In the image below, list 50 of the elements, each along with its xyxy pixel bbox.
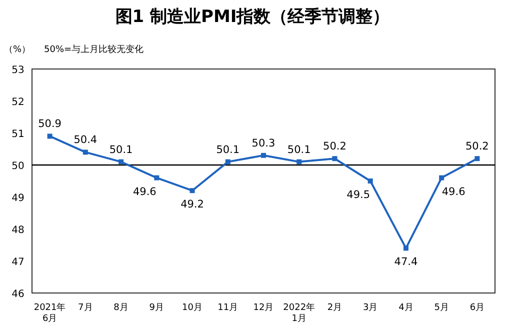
- x-tick-label: 3月: [362, 303, 378, 313]
- y-tick-label: 52: [12, 97, 24, 108]
- data-label: 50.1: [109, 144, 133, 156]
- data-label: 50.4: [74, 134, 98, 146]
- y-tick-label: 48: [12, 225, 24, 236]
- x-tick-label: 7月: [78, 303, 93, 313]
- point: [332, 156, 338, 162]
- x-tick-label: 12月: [253, 303, 274, 313]
- y-axis-title: （%）: [4, 45, 31, 55]
- data-label: 50.3: [252, 137, 276, 150]
- point: [154, 175, 160, 180]
- y-tick-label: 49: [12, 193, 24, 204]
- point: [261, 152, 266, 158]
- data-label: 47.4: [394, 256, 418, 268]
- y-tick-label: 46: [12, 289, 24, 300]
- y-tick-label: 53: [12, 65, 24, 76]
- x-tick-label: 11月: [218, 303, 238, 313]
- x-tick-label: 6月: [470, 303, 485, 313]
- data-label: 50.1: [287, 144, 311, 156]
- data-label: 49.5: [346, 189, 370, 201]
- text: 50%=与上月比较无变化: [44, 44, 144, 55]
- point: [118, 159, 124, 164]
- data-label: 49.2: [180, 198, 204, 211]
- chart-title: 图1 制造业PMI指数（经季节调整）: [115, 7, 390, 27]
- y-tick-label: 50: [12, 161, 24, 172]
- point: [225, 159, 230, 164]
- x-tick-label: 9月: [149, 303, 164, 313]
- y-tick-label: 51: [12, 129, 24, 140]
- data-label: 50.2: [465, 140, 489, 153]
- data-label: 50.2: [323, 140, 346, 153]
- x-tick-label: 4月: [398, 303, 414, 313]
- data-label: 49.6: [132, 186, 157, 198]
- point: [474, 156, 480, 162]
- y-tick-label: 47: [12, 257, 24, 268]
- point: [82, 150, 88, 155]
- point: [439, 175, 444, 180]
- point: [47, 134, 52, 139]
- point: [368, 178, 373, 184]
- x-tick-label: 2021年 6月: [34, 302, 66, 324]
- x-tick-label: 5月: [434, 303, 449, 313]
- data-label: 50.1: [216, 144, 240, 156]
- point: [296, 159, 302, 164]
- data-label: 50.9: [38, 118, 62, 130]
- x-tick-label: 10月: [182, 303, 202, 313]
- data-label: 49.6: [442, 186, 466, 198]
- point: [403, 246, 408, 251]
- x-tick-label: 2022年 1月: [283, 302, 316, 324]
- x-tick-label: 8月: [114, 303, 128, 313]
- x-tick-label: 2月: [327, 303, 342, 313]
- point: [190, 188, 195, 194]
